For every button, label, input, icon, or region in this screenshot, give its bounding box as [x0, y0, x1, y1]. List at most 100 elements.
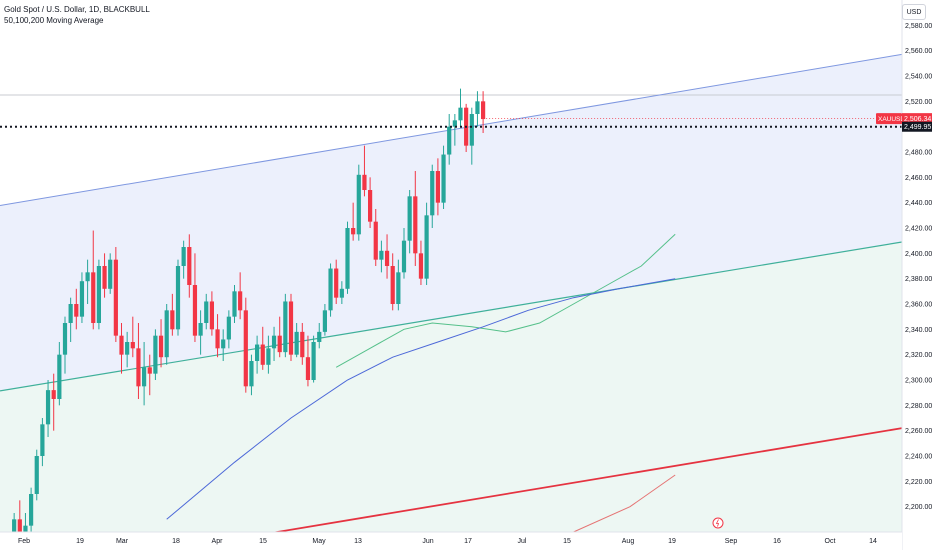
candle-body	[339, 288, 344, 298]
candle-body	[62, 323, 68, 355]
candle	[396, 259, 401, 311]
price-tick-label: 2,240.00	[905, 454, 932, 461]
candle-body	[452, 120, 457, 127]
time-tick-label: 17	[464, 538, 472, 545]
candle-body	[221, 339, 226, 349]
candle-body	[294, 331, 299, 355]
time-tick-label: Sep	[725, 538, 738, 545]
candle-body	[362, 174, 367, 190]
candle-body	[384, 250, 390, 266]
candle-body	[407, 196, 412, 241]
event-marker-icon	[712, 517, 724, 529]
candle	[379, 240, 384, 273]
candle-body	[266, 348, 271, 365]
candle	[29, 487, 34, 532]
candle-body	[29, 494, 34, 526]
candle-body	[45, 390, 51, 425]
currency-button[interactable]: USD	[902, 4, 926, 20]
price-tick-label: 2,360.00	[905, 302, 932, 309]
candle-body	[249, 361, 254, 387]
price-tick-label: 2,520.00	[905, 99, 932, 106]
price-tick-label: 2,320.00	[905, 352, 932, 359]
price-tick-label: 2,540.00	[905, 74, 932, 81]
candle	[452, 114, 457, 146]
candle	[113, 247, 118, 342]
candle	[79, 272, 85, 323]
ma100-line	[166, 278, 676, 520]
candle-body	[283, 301, 288, 353]
symbol-title[interactable]: Gold Spot / U.S. Dollar, 1D, BLACKBULL	[4, 5, 150, 14]
channel-upper-fill	[0, 54, 902, 391]
candle-body	[170, 310, 175, 330]
candle	[266, 335, 271, 374]
time-tick-label: May	[312, 538, 326, 545]
candle	[294, 323, 299, 358]
candle-body	[255, 344, 260, 361]
candle-body	[328, 268, 333, 311]
candle-body	[130, 342, 135, 349]
candle	[283, 293, 288, 358]
candle	[170, 293, 175, 336]
time-ticks: Feb 19 Mar 18 Apr 15 May 13 Jun 17 Jul 15 Aug 19 Sep 16…	[18, 538, 877, 545]
chart-legend: Gold Spot / U.S. Dollar, 1D, BLACKBULL 5…	[4, 4, 150, 26]
candle	[334, 259, 339, 304]
event-marker-bolt	[715, 519, 720, 527]
candle	[311, 335, 316, 383]
candle	[34, 449, 39, 501]
price-tick-label: 2,200.00	[905, 504, 932, 511]
dotted-price-label: 2,499.95	[904, 124, 931, 131]
last-price-badge	[902, 113, 932, 125]
candle	[153, 329, 158, 380]
candle-body	[96, 266, 101, 323]
price-tick-label: 2,560.00	[905, 48, 932, 55]
candle	[51, 373, 56, 431]
time-tick-label: 13	[354, 538, 362, 545]
candle	[238, 272, 243, 320]
time-tick-label: Feb	[18, 538, 30, 545]
candle-body	[147, 367, 152, 374]
price-tick-label: 2,480.00	[905, 150, 932, 157]
candle-body	[418, 253, 424, 279]
candle-body	[334, 268, 339, 298]
candle-body	[300, 331, 305, 358]
candle-body	[260, 344, 265, 365]
indicator-label[interactable]: 50,100,200 Moving Average	[4, 16, 104, 25]
channel-lower-fill	[0, 242, 902, 532]
candle	[62, 316, 68, 374]
time-tick-label: 19	[76, 538, 84, 545]
candle-body	[305, 357, 311, 380]
candle-body	[102, 266, 107, 289]
candle-body	[458, 107, 463, 121]
candle	[475, 91, 480, 127]
candle	[147, 354, 152, 396]
candle	[300, 323, 305, 365]
candle-body	[226, 316, 231, 340]
candle	[418, 240, 424, 285]
candle	[74, 288, 79, 330]
candle-body	[413, 196, 418, 254]
candle	[192, 253, 198, 342]
candle-body	[187, 247, 192, 285]
candle-body	[238, 291, 243, 311]
price-scale-bg	[902, 0, 932, 550]
candle-body	[192, 285, 198, 336]
candle-body	[271, 335, 277, 349]
candle	[232, 285, 237, 323]
candle	[356, 164, 361, 241]
candle	[125, 331, 130, 368]
candle	[481, 91, 486, 133]
candle	[401, 228, 407, 279]
candle	[413, 171, 418, 266]
candle	[45, 380, 51, 437]
candle	[198, 310, 203, 355]
candle-body	[198, 323, 203, 336]
candle-body	[390, 266, 395, 304]
candle-body	[215, 329, 220, 349]
candle-body	[142, 367, 147, 387]
candle-body	[68, 304, 73, 323]
time-tick-label: Apr	[212, 538, 224, 545]
dotted-price-badge	[902, 121, 932, 132]
candle-body	[158, 335, 164, 358]
candle-body	[401, 240, 407, 273]
